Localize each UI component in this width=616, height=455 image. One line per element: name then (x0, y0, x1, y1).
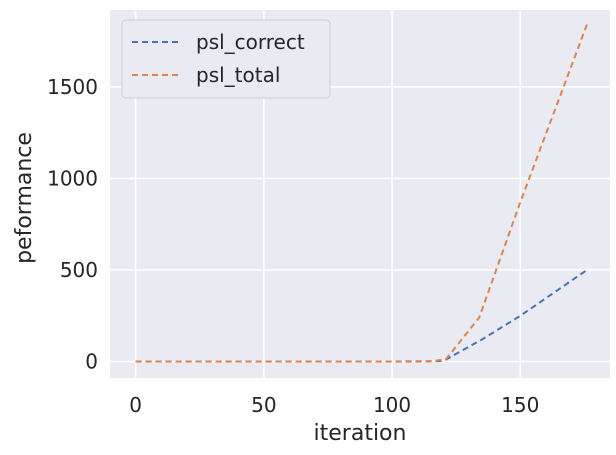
y-tick-label: 0 (85, 350, 98, 374)
x-axis-label: iteration (314, 421, 407, 446)
x-tick-label: 0 (129, 393, 142, 417)
y-tick-label: 1500 (47, 75, 98, 99)
legend-label-psl-total: psl_total (196, 63, 280, 87)
y-axis-label: peformance (12, 132, 37, 264)
x-tick-label: 50 (251, 393, 276, 417)
y-tick-label: 1000 (47, 166, 98, 190)
legend-label-psl-correct: psl_correct (196, 30, 305, 54)
x-tick-label: 150 (501, 393, 539, 417)
x-tick-label: 100 (373, 393, 411, 417)
series-layer (135, 24, 588, 363)
legend-box (121, 19, 331, 99)
y-tick-label: 500 (60, 258, 98, 282)
series-line-psl-total (135, 24, 588, 363)
legend: psl_correct psl_total (121, 19, 331, 99)
